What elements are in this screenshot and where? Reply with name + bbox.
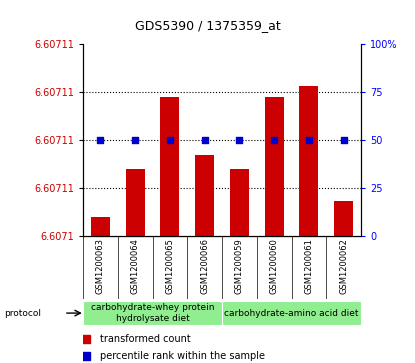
Text: transformed count: transformed count [100, 334, 190, 344]
Bar [222, 301, 361, 325]
Text: carbohydrate-amino acid diet: carbohydrate-amino acid diet [224, 309, 359, 318]
Bar [299, 86, 318, 236]
Bar [230, 168, 249, 236]
Text: GSM1200060: GSM1200060 [270, 238, 278, 294]
Point [305, 137, 312, 143]
Text: GSM1200062: GSM1200062 [339, 238, 348, 294]
Point [236, 137, 243, 143]
Point [166, 137, 173, 143]
Bar [265, 97, 284, 236]
Point [97, 137, 104, 143]
Point [340, 137, 347, 143]
Point [271, 137, 278, 143]
Text: GSM1200064: GSM1200064 [131, 238, 139, 294]
Text: GSM1200066: GSM1200066 [200, 238, 209, 294]
Bar [91, 217, 110, 236]
Bar [160, 97, 179, 236]
Bar [83, 301, 222, 325]
Point [132, 137, 139, 143]
Text: GSM1200059: GSM1200059 [235, 238, 244, 294]
Text: GDS5390 / 1375359_at: GDS5390 / 1375359_at [134, 19, 281, 32]
Text: GSM1200065: GSM1200065 [166, 238, 174, 294]
Text: GSM1200063: GSM1200063 [96, 238, 105, 294]
Point [201, 137, 208, 143]
Bar [126, 168, 145, 236]
Text: carbohydrate-whey protein
hydrolysate diet: carbohydrate-whey protein hydrolysate di… [91, 303, 214, 323]
Text: protocol: protocol [4, 309, 41, 318]
Bar [334, 201, 353, 236]
Text: GSM1200061: GSM1200061 [305, 238, 313, 294]
Bar [195, 155, 214, 236]
Text: percentile rank within the sample: percentile rank within the sample [100, 351, 265, 361]
